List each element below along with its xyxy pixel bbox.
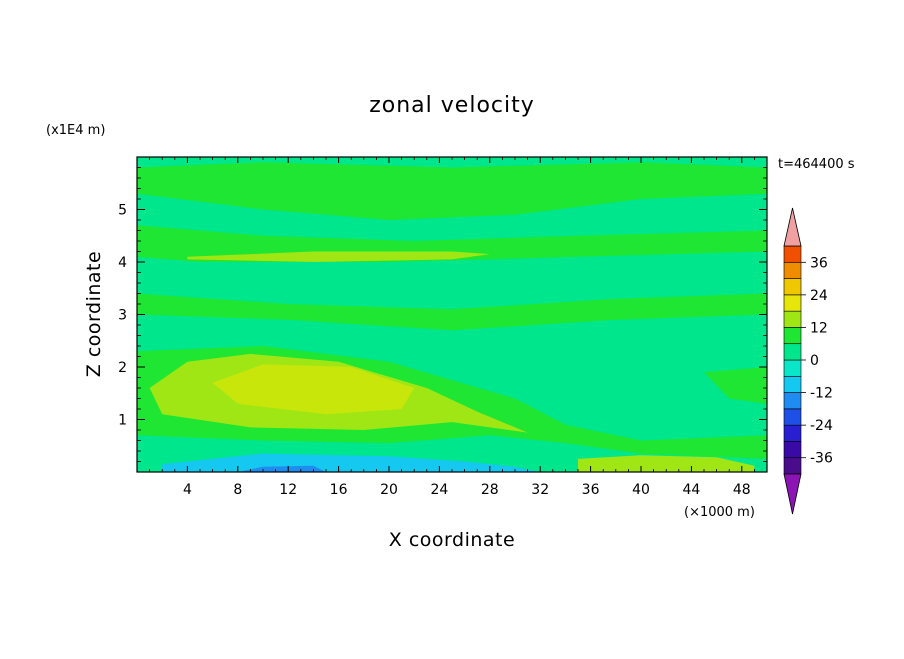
x-axis-title: X coordinate [389, 529, 515, 551]
plot-area [137, 157, 767, 472]
colorbar-label: 36 [810, 255, 828, 271]
chart-title: zonal velocity [369, 93, 535, 118]
x-tick-label: 16 [330, 482, 348, 498]
field-region-mid-yellow-streak [187, 251, 490, 262]
x-tick-label: 4 [183, 482, 192, 498]
colorbar-bin [783, 327, 802, 345]
colorbar-label: 12 [810, 320, 828, 336]
field-region-surface-negative-core [237, 465, 326, 472]
colorbar: 36 24 12 0 -12 -24 -36 [783, 207, 833, 515]
x-tick-label: 36 [582, 482, 600, 498]
colorbar-bin [783, 278, 802, 296]
colorbar-over-arrow [783, 207, 802, 247]
field-region-mid-positive-band [137, 293, 767, 331]
colorbar-label: 24 [810, 288, 828, 304]
colorbar-bin [783, 424, 802, 442]
colorbar-bin [783, 441, 802, 459]
colorbar-bin [783, 392, 802, 410]
colorbar-bin [783, 294, 802, 312]
y-tick-label: 2 [118, 360, 127, 376]
colorbar-label: 0 [810, 353, 819, 369]
y-tick-label: 5 [118, 203, 127, 219]
colorbar-bin [783, 310, 802, 328]
colorbar-bin [783, 343, 802, 361]
x-tick-label: 44 [682, 482, 700, 498]
y-tick-label: 1 [118, 413, 127, 429]
field-region-surface-negative-left [162, 453, 541, 472]
colorbar-label: -12 [810, 386, 833, 402]
colorbar-bin [783, 245, 802, 263]
field-region-surface-positive-right [578, 455, 755, 472]
time-label: t=464400 s [778, 157, 855, 172]
y-axis-title: Z coordinate [83, 251, 105, 377]
colorbar-bin [783, 375, 802, 393]
colorbar-label: -36 [810, 451, 833, 467]
colorbar-bin [783, 359, 802, 377]
x-tick-label: 48 [733, 482, 751, 498]
field-region-right-positive-patch [704, 367, 767, 404]
colorbar-bin [783, 408, 802, 426]
y-tick-label: 4 [118, 255, 127, 271]
x-tick-label: 40 [632, 482, 650, 498]
x-tick-label: 24 [430, 482, 448, 498]
y-unit-label: (x1E4 m) [46, 123, 105, 138]
y-ticks: 1 2 3 4 5 [118, 167, 767, 462]
colorbar-bin [783, 457, 802, 475]
x-unit-label: (×1000 m) [684, 505, 755, 520]
x-tick-label: 20 [380, 482, 398, 498]
x-tick-label: 12 [279, 482, 297, 498]
y-tick-label: 3 [118, 308, 127, 324]
x-tick-label: 28 [481, 482, 499, 498]
x-ticks: 4 8 12 16 20 24 28 32 36 40 44 48 [149, 157, 755, 498]
colorbar-label: -24 [810, 418, 833, 434]
field-region-upper-positive-band-1 [137, 162, 767, 220]
colorbar-under-arrow [783, 473, 802, 515]
x-tick-label: 8 [233, 482, 242, 498]
field-region-core-positive-inner [212, 364, 415, 415]
colorbar-bin [783, 261, 802, 279]
x-tick-label: 32 [531, 482, 549, 498]
